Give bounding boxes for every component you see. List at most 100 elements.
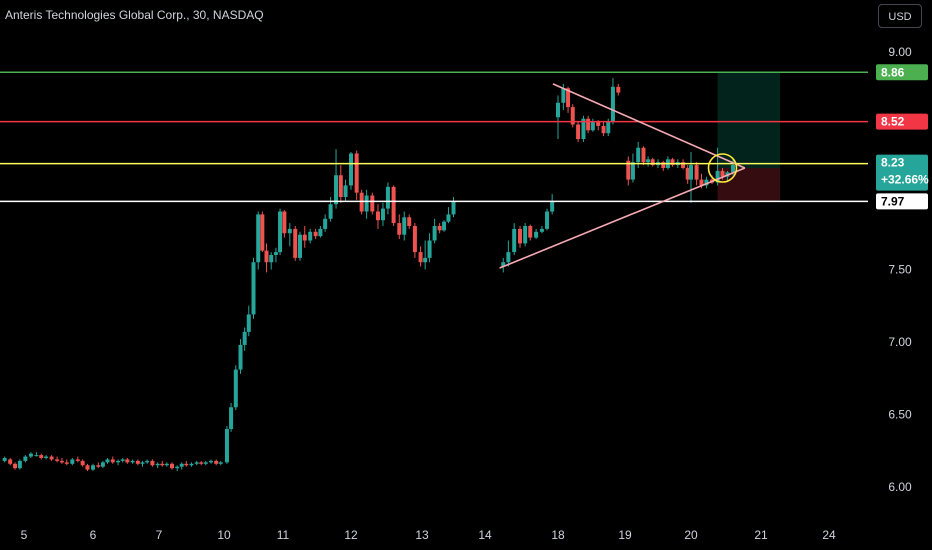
candle-body <box>576 124 581 139</box>
candle-body <box>512 228 517 253</box>
candle-body <box>343 185 348 197</box>
candle-body <box>260 214 265 251</box>
candle-body <box>641 147 646 163</box>
candle-body <box>561 88 566 103</box>
candle-body <box>224 429 229 463</box>
candle-body <box>354 153 359 193</box>
candle-body <box>427 240 432 258</box>
candle-body <box>650 159 655 166</box>
x-tick-label: 11 <box>277 528 290 542</box>
candle-body <box>302 234 307 241</box>
candle-body <box>402 217 407 235</box>
x-tick-label: 20 <box>684 528 698 542</box>
support-price-text: 7.97 <box>881 194 905 208</box>
candle-body <box>626 160 631 180</box>
candle-body <box>689 165 693 180</box>
candle-body <box>670 159 675 166</box>
candle-body <box>694 165 699 180</box>
resistance-price-label <box>876 113 928 130</box>
candle-body <box>313 231 318 237</box>
candle-body <box>2 458 7 461</box>
candle-body <box>442 221 447 231</box>
candle-body <box>556 102 560 118</box>
candle-body <box>238 344 243 370</box>
candle-body <box>661 162 666 168</box>
candle-body <box>155 463 160 466</box>
candle-body <box>130 460 135 463</box>
candle-body <box>616 86 621 93</box>
x-tick-label: 18 <box>551 528 565 542</box>
candle-body <box>518 228 523 244</box>
candle-body <box>451 201 456 215</box>
candle-body <box>539 228 544 232</box>
candle-body <box>407 217 412 226</box>
candle-body <box>715 170 720 183</box>
resistance-price-text: 8.52 <box>881 115 905 129</box>
candle-body <box>318 228 323 237</box>
y-tick-label: 7.50 <box>888 263 912 277</box>
candle-body <box>164 463 169 466</box>
candle-body <box>203 462 208 464</box>
candle-body <box>528 226 533 238</box>
candle-body <box>437 226 442 231</box>
candle-body <box>506 252 511 263</box>
candle-body <box>293 228 298 258</box>
candle-body <box>630 162 635 180</box>
candle-body <box>550 201 555 212</box>
candle-body <box>64 462 69 464</box>
candle-body <box>55 459 60 461</box>
candle-body <box>199 462 204 464</box>
candle-body <box>145 460 150 463</box>
triangle-lower-line <box>499 167 746 269</box>
candle-body <box>338 175 343 197</box>
candle-body <box>375 211 380 221</box>
candle-body <box>49 456 54 460</box>
candle-body <box>80 460 85 466</box>
candle-body <box>120 459 125 461</box>
triangle-upper-line <box>552 83 746 169</box>
candle-body <box>298 234 302 258</box>
candle-body <box>209 460 213 463</box>
candle-body <box>160 463 165 466</box>
candle-body <box>34 455 39 457</box>
candle-body <box>606 121 611 134</box>
x-tick-label: 21 <box>754 528 768 542</box>
candle-body <box>334 175 339 205</box>
candle-body <box>596 121 601 126</box>
x-tick-label: 10 <box>217 528 231 542</box>
candle-body <box>545 211 550 229</box>
candle-body <box>218 462 223 464</box>
candle-body <box>170 463 174 469</box>
x-tick-label: 13 <box>415 528 429 542</box>
candle-body <box>282 211 287 234</box>
candle-body <box>566 88 571 108</box>
candle-body <box>501 262 506 267</box>
candle-body <box>13 463 18 469</box>
candle-body <box>412 226 417 253</box>
x-tick-label: 24 <box>822 528 836 542</box>
candle-body <box>590 121 595 131</box>
candle-body <box>273 252 278 255</box>
candle-body <box>8 459 13 464</box>
x-tick-label: 12 <box>344 528 358 542</box>
candle-body <box>731 165 735 173</box>
currency-button[interactable]: USD <box>878 4 922 28</box>
candle-body <box>570 107 575 125</box>
x-tick-label: 7 <box>156 528 163 542</box>
candle-body <box>636 147 641 163</box>
candle-body <box>23 456 28 461</box>
candle-body <box>91 465 95 470</box>
candle-body <box>423 257 428 263</box>
profit-zone <box>717 72 781 168</box>
candle-body <box>194 462 199 464</box>
support-price-label <box>876 193 928 210</box>
candle-body <box>323 218 328 229</box>
candle-body <box>70 459 75 464</box>
candle-body <box>75 459 80 461</box>
x-tick-label: 5 <box>21 528 28 542</box>
candle-body <box>699 179 704 186</box>
candle-body <box>446 214 451 222</box>
x-tick-label: 19 <box>618 528 632 542</box>
